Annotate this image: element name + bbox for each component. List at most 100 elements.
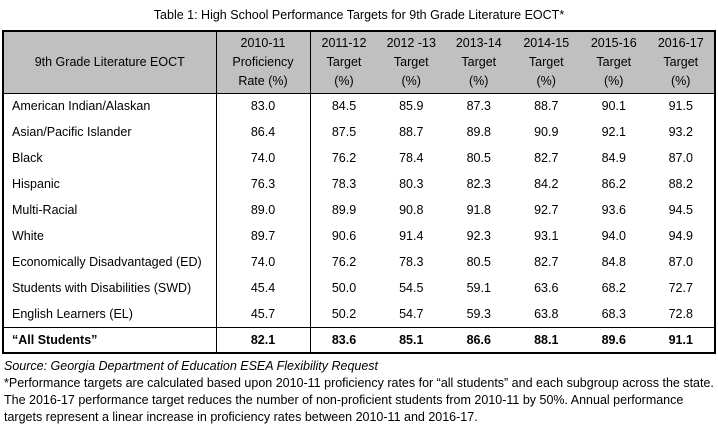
cell: 50.2 — [331, 306, 357, 321]
all-students-total-row: “All Students” 82.1 83.6 85.1 86.6 88.1 … — [3, 326, 715, 353]
cell: 84.9 — [601, 151, 626, 165]
cell: 68.3 — [601, 306, 626, 321]
cell: 91.5 — [668, 99, 693, 114]
header-2015-16-target: 2015-16 Target (%) — [580, 31, 648, 94]
cell: 88.7 — [399, 125, 424, 139]
row-label: White — [3, 223, 217, 249]
cell: 72.8 — [668, 306, 693, 321]
cell: 90.8 — [399, 203, 424, 217]
table-title: Table 1: High School Performance Targets… — [153, 8, 565, 22]
table-row: American Indian/Alaskan 83.0 84.5 85.9 8… — [3, 93, 715, 119]
header-2010-11-proficiency: 2010-11 Proficiency Rate (%) — [216, 31, 311, 94]
cell: 91.8 — [466, 203, 491, 217]
cell: 59.3 — [466, 306, 491, 321]
cell: 90.6 — [331, 229, 357, 243]
row-label: Students with Disabilities (SWD) — [3, 275, 217, 301]
cell: 89.7 — [216, 223, 311, 249]
cell: 63.8 — [534, 306, 559, 321]
row-label: English Learners (EL) — [3, 301, 217, 327]
cell: 78.3 — [399, 255, 424, 269]
cell: 87.5 — [331, 125, 357, 139]
cell: 45.4 — [216, 275, 311, 301]
cell: 80.3 — [399, 177, 424, 191]
cell: 91.1 — [647, 326, 715, 353]
cell: 89.8 — [466, 125, 491, 139]
header-2013-14-target: 2013-14 Target (%) — [445, 31, 513, 94]
cell: 82.1 — [216, 326, 311, 353]
cell: 80.5 — [466, 151, 491, 165]
row-label: Asian/Pacific Islander — [3, 119, 217, 145]
cell: 94.9 — [668, 229, 693, 243]
header-2012-13-target: 2012 -13 Target (%) — [377, 31, 445, 94]
cell: 76.2 — [331, 255, 357, 269]
cell: 78.3 — [331, 177, 357, 191]
cell: 84.2 — [534, 177, 559, 191]
table-row: Multi-Racial 89.0 89.9 90.8 91.8 92.7 93… — [3, 197, 715, 223]
cell: 89.6 — [580, 326, 648, 353]
cell: 94.5 — [668, 203, 693, 217]
cell: 92.7 — [534, 203, 559, 217]
cell: 82.7 — [534, 151, 559, 165]
row-label: Economically Disadvantaged (ED) — [3, 249, 217, 275]
cell: 83.6 — [310, 326, 378, 353]
cell: 89.0 — [216, 197, 311, 223]
table-row: Asian/Pacific Islander 86.4 87.5 88.7 89… — [3, 119, 715, 145]
cell: 89.9 — [331, 203, 357, 217]
cell: 63.6 — [534, 281, 559, 295]
cell: 83.0 — [216, 93, 311, 119]
cell: 50.0 — [331, 281, 357, 295]
cell: 80.5 — [466, 255, 491, 269]
cell: 87.3 — [466, 99, 491, 114]
cell: 87.0 — [668, 151, 693, 165]
source-note: Source: Georgia Department of Education … — [4, 359, 379, 373]
table-row: Students with Disabilities (SWD) 45.4 50… — [3, 275, 715, 301]
cell: 92.1 — [601, 125, 626, 139]
cell: 88.1 — [512, 326, 580, 353]
header-2014-15-target: 2014-15 Target (%) — [512, 31, 580, 94]
cell: 76.3 — [216, 171, 311, 197]
cell: 93.6 — [601, 203, 626, 217]
cell: 82.7 — [534, 255, 559, 269]
cell: 88.2 — [668, 177, 693, 191]
cell: 74.0 — [216, 249, 311, 275]
cell: 45.7 — [216, 301, 311, 327]
cell: 54.7 — [399, 306, 424, 321]
cell: 54.5 — [399, 281, 424, 295]
cell: 94.0 — [601, 229, 626, 243]
cell: 92.3 — [466, 229, 491, 243]
cell: 78.4 — [399, 151, 424, 165]
cell: 88.7 — [534, 99, 559, 114]
cell: 90.9 — [534, 125, 559, 139]
cell: 84.5 — [331, 99, 357, 114]
cell: 72.7 — [668, 281, 693, 295]
cell: 74.0 — [216, 145, 311, 171]
cell: 84.8 — [601, 255, 626, 269]
cell: 76.2 — [331, 151, 357, 165]
cell: 91.4 — [399, 229, 424, 243]
row-label: “All Students” — [3, 326, 217, 353]
cell: 68.2 — [601, 281, 626, 295]
footnote: *Performance targets are calculated base… — [4, 376, 714, 424]
header-subgroup-column: 9th Grade Literature EOCT — [3, 31, 217, 94]
cell: 87.0 — [668, 255, 693, 269]
header-row: 9th Grade Literature EOCT 2010-11 Profic… — [3, 31, 715, 94]
table-row: White 89.7 90.6 91.4 92.3 93.1 94.0 94.9 — [3, 223, 715, 249]
table-row: Economically Disadvantaged (ED) 74.0 76.… — [3, 249, 715, 275]
row-label: Hispanic — [3, 171, 217, 197]
cell: 82.3 — [466, 177, 491, 191]
cell: 59.1 — [466, 281, 491, 295]
table-row: Hispanic 76.3 78.3 80.3 82.3 84.2 86.2 8… — [3, 171, 715, 197]
cell: 86.6 — [445, 326, 513, 353]
cell: 93.2 — [668, 125, 693, 139]
row-label: Black — [3, 145, 217, 171]
row-label: American Indian/Alaskan — [3, 93, 217, 119]
cell: 90.1 — [601, 99, 626, 114]
header-2016-17-target: 2016-17 Target (%) — [647, 31, 715, 94]
cell: 93.1 — [534, 229, 559, 243]
row-label: Multi-Racial — [3, 197, 217, 223]
cell: 86.2 — [601, 177, 626, 191]
cell: 85.9 — [399, 99, 424, 114]
table-row: Black 74.0 76.2 78.4 80.5 82.7 84.9 87.0 — [3, 145, 715, 171]
cell: 85.1 — [377, 326, 445, 353]
